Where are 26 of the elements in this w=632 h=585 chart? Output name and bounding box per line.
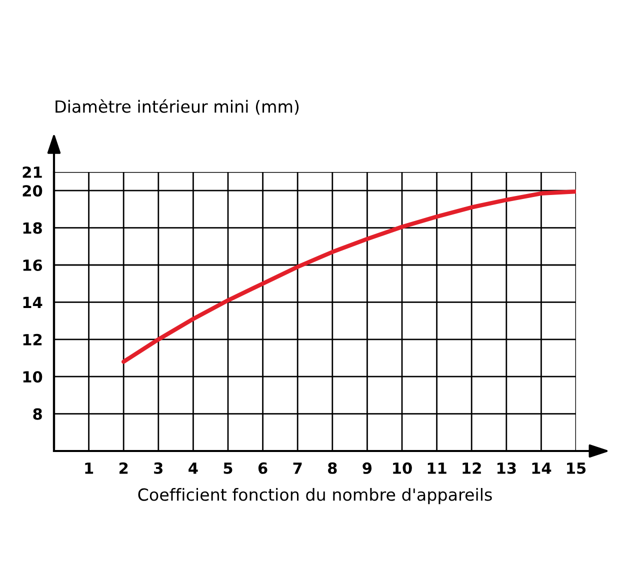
x-tick-label: 9	[362, 462, 372, 474]
x-tick-label: 11	[428, 462, 446, 474]
y-tick-label: 12	[23, 334, 42, 346]
line-series	[122, 189, 576, 364]
y-tick-label: 21	[22, 166, 42, 178]
x-tick-label: 1	[85, 462, 94, 474]
x-tick-label: 7	[293, 462, 302, 474]
x-tick-label: 14	[532, 462, 552, 474]
x-tick-label: 13	[497, 462, 516, 474]
x-axis-title: Coefficient fonction du nombre d'appareils	[138, 488, 492, 504]
x-tick-label: 6	[258, 462, 268, 474]
x-tick-label: 4	[188, 462, 198, 474]
x-tick-label: 5	[224, 462, 232, 474]
x-tick-label: 2	[119, 462, 128, 474]
x-tick-label: 10	[393, 462, 412, 474]
x-tick-label: 3	[154, 462, 162, 474]
y-tick-label: 8	[33, 408, 42, 420]
x-tick-label: 15	[567, 462, 586, 474]
x-tick-label: 12	[462, 462, 481, 474]
y-tick-label: 18	[23, 222, 42, 234]
y-axis-title: Diamètre intérieur mini (mm)	[56, 99, 299, 115]
y-tick-label: 14	[23, 296, 42, 308]
y-tick-label: 16	[23, 259, 42, 272]
y-tick-label: 10	[23, 371, 42, 383]
y-tick-label: 20	[22, 185, 42, 197]
x-tick-label: 8	[328, 462, 337, 474]
